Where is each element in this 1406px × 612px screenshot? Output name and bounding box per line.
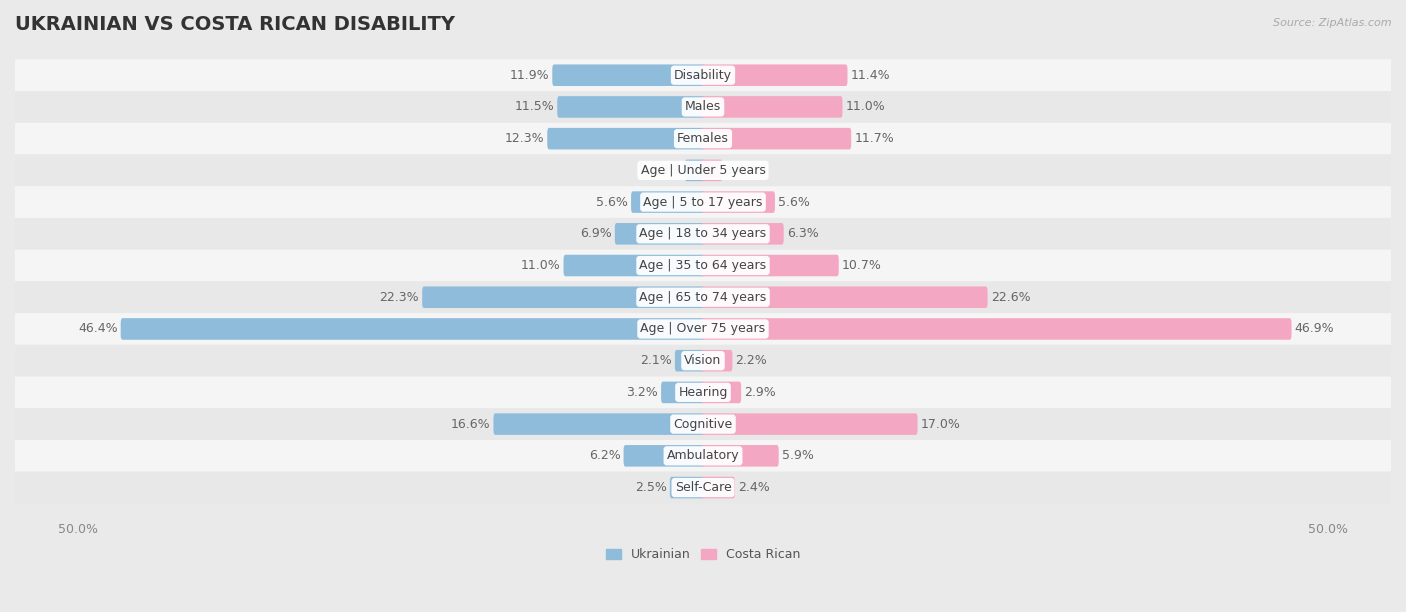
FancyBboxPatch shape — [702, 223, 783, 245]
FancyBboxPatch shape — [0, 218, 1406, 250]
FancyBboxPatch shape — [0, 376, 1406, 408]
FancyBboxPatch shape — [702, 286, 987, 308]
FancyBboxPatch shape — [669, 477, 704, 498]
FancyBboxPatch shape — [631, 192, 704, 213]
FancyBboxPatch shape — [121, 318, 704, 340]
Text: 2.9%: 2.9% — [744, 386, 776, 399]
FancyBboxPatch shape — [702, 413, 918, 435]
Text: Males: Males — [685, 100, 721, 113]
Text: 11.5%: 11.5% — [515, 100, 554, 113]
FancyBboxPatch shape — [702, 318, 1292, 340]
Text: Females: Females — [678, 132, 728, 145]
Text: 5.9%: 5.9% — [782, 449, 814, 462]
FancyBboxPatch shape — [702, 255, 839, 276]
FancyBboxPatch shape — [553, 64, 704, 86]
FancyBboxPatch shape — [702, 382, 741, 403]
FancyBboxPatch shape — [494, 413, 704, 435]
Text: Age | 18 to 34 years: Age | 18 to 34 years — [640, 227, 766, 241]
Text: Age | 5 to 17 years: Age | 5 to 17 years — [644, 196, 762, 209]
FancyBboxPatch shape — [0, 59, 1406, 91]
Text: 2.4%: 2.4% — [738, 481, 769, 494]
Text: 5.6%: 5.6% — [778, 196, 810, 209]
Text: 11.4%: 11.4% — [851, 69, 890, 82]
FancyBboxPatch shape — [0, 186, 1406, 218]
Text: 11.9%: 11.9% — [509, 69, 550, 82]
FancyBboxPatch shape — [0, 440, 1406, 472]
Text: Self-Care: Self-Care — [675, 481, 731, 494]
Text: Age | 35 to 64 years: Age | 35 to 64 years — [640, 259, 766, 272]
Text: 11.0%: 11.0% — [845, 100, 886, 113]
Text: Vision: Vision — [685, 354, 721, 367]
FancyBboxPatch shape — [557, 96, 704, 118]
Text: Disability: Disability — [673, 69, 733, 82]
Text: Age | 65 to 74 years: Age | 65 to 74 years — [640, 291, 766, 304]
Text: Age | Under 5 years: Age | Under 5 years — [641, 164, 765, 177]
Text: 2.2%: 2.2% — [735, 354, 768, 367]
Text: 2.5%: 2.5% — [636, 481, 666, 494]
Text: Ambulatory: Ambulatory — [666, 449, 740, 462]
FancyBboxPatch shape — [702, 64, 848, 86]
FancyBboxPatch shape — [702, 192, 775, 213]
FancyBboxPatch shape — [547, 128, 704, 149]
Text: Cognitive: Cognitive — [673, 417, 733, 431]
FancyBboxPatch shape — [702, 445, 779, 466]
Text: Age | Over 75 years: Age | Over 75 years — [641, 323, 765, 335]
Text: 2.1%: 2.1% — [640, 354, 672, 367]
FancyBboxPatch shape — [0, 472, 1406, 504]
FancyBboxPatch shape — [0, 123, 1406, 154]
FancyBboxPatch shape — [702, 128, 851, 149]
Text: Source: ZipAtlas.com: Source: ZipAtlas.com — [1274, 18, 1392, 28]
FancyBboxPatch shape — [624, 445, 704, 466]
FancyBboxPatch shape — [0, 250, 1406, 282]
Text: 6.3%: 6.3% — [787, 227, 818, 241]
FancyBboxPatch shape — [422, 286, 704, 308]
Text: 6.2%: 6.2% — [589, 449, 620, 462]
Text: UKRAINIAN VS COSTA RICAN DISABILITY: UKRAINIAN VS COSTA RICAN DISABILITY — [15, 15, 456, 34]
FancyBboxPatch shape — [702, 160, 723, 181]
FancyBboxPatch shape — [0, 154, 1406, 186]
Text: 46.9%: 46.9% — [1295, 323, 1334, 335]
Legend: Ukrainian, Costa Rican: Ukrainian, Costa Rican — [600, 543, 806, 566]
Text: 11.0%: 11.0% — [520, 259, 561, 272]
Text: 17.0%: 17.0% — [921, 417, 960, 431]
FancyBboxPatch shape — [0, 91, 1406, 123]
Text: 1.3%: 1.3% — [650, 164, 682, 177]
FancyBboxPatch shape — [564, 255, 704, 276]
FancyBboxPatch shape — [685, 160, 704, 181]
FancyBboxPatch shape — [661, 382, 704, 403]
Text: 22.3%: 22.3% — [380, 291, 419, 304]
Text: 12.3%: 12.3% — [505, 132, 544, 145]
Text: 6.9%: 6.9% — [579, 227, 612, 241]
FancyBboxPatch shape — [702, 477, 735, 498]
FancyBboxPatch shape — [702, 96, 842, 118]
Text: 10.7%: 10.7% — [842, 259, 882, 272]
FancyBboxPatch shape — [0, 345, 1406, 376]
Text: Hearing: Hearing — [678, 386, 728, 399]
Text: 16.6%: 16.6% — [451, 417, 491, 431]
FancyBboxPatch shape — [702, 350, 733, 371]
Text: 11.7%: 11.7% — [855, 132, 894, 145]
FancyBboxPatch shape — [0, 282, 1406, 313]
Text: 3.2%: 3.2% — [626, 386, 658, 399]
FancyBboxPatch shape — [0, 408, 1406, 440]
FancyBboxPatch shape — [675, 350, 704, 371]
Text: 22.6%: 22.6% — [991, 291, 1031, 304]
FancyBboxPatch shape — [614, 223, 704, 245]
Text: 5.6%: 5.6% — [596, 196, 628, 209]
FancyBboxPatch shape — [0, 313, 1406, 345]
Text: 1.4%: 1.4% — [725, 164, 758, 177]
Text: 46.4%: 46.4% — [77, 323, 118, 335]
